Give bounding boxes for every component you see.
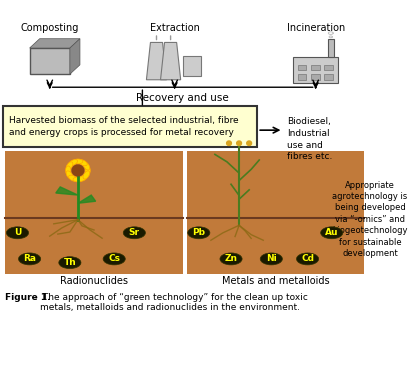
- Ellipse shape: [260, 253, 282, 265]
- Text: Extraction: Extraction: [150, 23, 200, 33]
- Ellipse shape: [85, 166, 90, 175]
- Circle shape: [227, 141, 231, 146]
- Text: Radionuclides: Radionuclides: [60, 276, 128, 286]
- Ellipse shape: [59, 257, 81, 268]
- Polygon shape: [70, 39, 80, 74]
- Text: Au: Au: [325, 228, 339, 237]
- Ellipse shape: [18, 253, 41, 265]
- Bar: [293, 58, 338, 83]
- Text: Sr: Sr: [129, 228, 140, 237]
- Ellipse shape: [66, 171, 73, 179]
- Text: Incineration: Incineration: [287, 23, 345, 33]
- Ellipse shape: [321, 227, 343, 239]
- Bar: [311, 65, 319, 70]
- Bar: [183, 56, 201, 76]
- Bar: [324, 65, 333, 70]
- Bar: [311, 74, 319, 80]
- Text: Ni: Ni: [266, 255, 277, 264]
- Ellipse shape: [78, 175, 87, 181]
- Circle shape: [72, 165, 84, 176]
- Polygon shape: [56, 187, 78, 195]
- Polygon shape: [146, 42, 166, 80]
- Text: Cs: Cs: [108, 255, 120, 264]
- Circle shape: [237, 141, 242, 146]
- Text: Ra: Ra: [23, 255, 36, 264]
- Text: Metals and metalloids: Metals and metalloids: [222, 276, 329, 286]
- Text: Figure 1.: Figure 1.: [5, 293, 51, 302]
- Bar: [297, 74, 306, 80]
- Ellipse shape: [69, 159, 77, 166]
- Text: Recovery and use: Recovery and use: [136, 93, 229, 103]
- Bar: [5, 151, 183, 274]
- Bar: [297, 65, 306, 70]
- Text: Biodiesel,
Industrial
use and
fibres etc.: Biodiesel, Industrial use and fibres etc…: [287, 117, 333, 161]
- Polygon shape: [161, 42, 181, 80]
- Text: Pb: Pb: [192, 228, 206, 237]
- Ellipse shape: [220, 253, 242, 265]
- Ellipse shape: [66, 162, 73, 170]
- FancyBboxPatch shape: [3, 106, 257, 147]
- Ellipse shape: [69, 175, 77, 181]
- Ellipse shape: [78, 159, 87, 166]
- Ellipse shape: [123, 227, 146, 239]
- Text: The approach of “green technology” for the clean up toxic
metals, metalloids and: The approach of “green technology” for t…: [40, 293, 307, 312]
- Ellipse shape: [73, 177, 83, 182]
- Ellipse shape: [103, 253, 125, 265]
- Ellipse shape: [66, 166, 71, 175]
- Bar: [30, 48, 70, 74]
- Text: Cd: Cd: [301, 255, 314, 264]
- Text: Composting: Composting: [20, 23, 79, 33]
- Bar: [324, 74, 333, 80]
- Text: Appropriate
agrotechnology is
being developed
via “-omics” and
biogeotechnology
: Appropriate agrotechnology is being deve…: [332, 180, 408, 258]
- Ellipse shape: [83, 162, 90, 170]
- Text: U: U: [14, 228, 21, 237]
- Ellipse shape: [73, 159, 83, 164]
- Text: Harvested biomass of the selected industrial, fibre
and energy crops is processe: Harvested biomass of the selected indust…: [10, 116, 239, 137]
- Ellipse shape: [297, 253, 319, 265]
- Text: Zn: Zn: [225, 255, 238, 264]
- Circle shape: [247, 141, 252, 146]
- Ellipse shape: [6, 227, 29, 239]
- Ellipse shape: [83, 171, 90, 179]
- Bar: [328, 39, 334, 58]
- Bar: [187, 151, 364, 274]
- Polygon shape: [78, 195, 96, 203]
- Text: Th: Th: [64, 258, 76, 267]
- Ellipse shape: [188, 227, 210, 239]
- Polygon shape: [30, 39, 80, 48]
